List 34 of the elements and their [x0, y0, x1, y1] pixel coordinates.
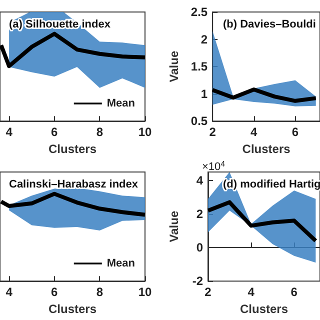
legend-label: Mean [106, 98, 136, 110]
x-axis-title: Clusters [242, 142, 291, 156]
y-tick-label: 0 [196, 240, 204, 255]
y-axis-title: Value [167, 50, 181, 82]
x-tick-label: 6 [51, 285, 58, 300]
legend-label: Mean [106, 258, 136, 270]
y-tick-label: 4 [196, 173, 204, 188]
y-tick-label: 1 [200, 86, 208, 101]
y-tick-label: 2.5 [190, 5, 208, 19]
chart-title: (a) Silhouette index [9, 18, 112, 30]
x-tick-label: 4 [248, 285, 255, 300]
x-axis-title: Clusters [240, 302, 288, 316]
x-tick-label: 10 [138, 285, 152, 300]
x-tick-label: 10 [138, 125, 152, 140]
y-tick-label: 1.5 [190, 60, 208, 74]
line-series [210, 87, 318, 103]
x-axis-title: Clusters [48, 302, 97, 316]
chart-title: Calinski–Harabasz index [9, 178, 139, 190]
x-tick-label: 8 [96, 125, 104, 140]
y-tick-label: 2 [200, 32, 208, 46]
y-axis-title: Value [167, 210, 181, 242]
y-tick-label: -2 [192, 274, 204, 288]
y-tick-label: 2 [196, 206, 204, 221]
x-tick-label: 6 [290, 285, 298, 300]
x-tick-label: 4 [6, 285, 13, 300]
x-axis-title: Clusters [48, 142, 97, 156]
text: (b) Davies–Bouldi [223, 18, 316, 30]
x-tick-label: 8 [96, 285, 104, 300]
x-tick-label: 4 [250, 125, 258, 140]
y-tick-label: 0.5 [190, 114, 208, 128]
x-tick-label: 6 [51, 125, 58, 140]
line-series [206, 200, 318, 243]
x-tick-label: 4 [6, 125, 13, 140]
x-tick-label: 6 [292, 125, 299, 140]
